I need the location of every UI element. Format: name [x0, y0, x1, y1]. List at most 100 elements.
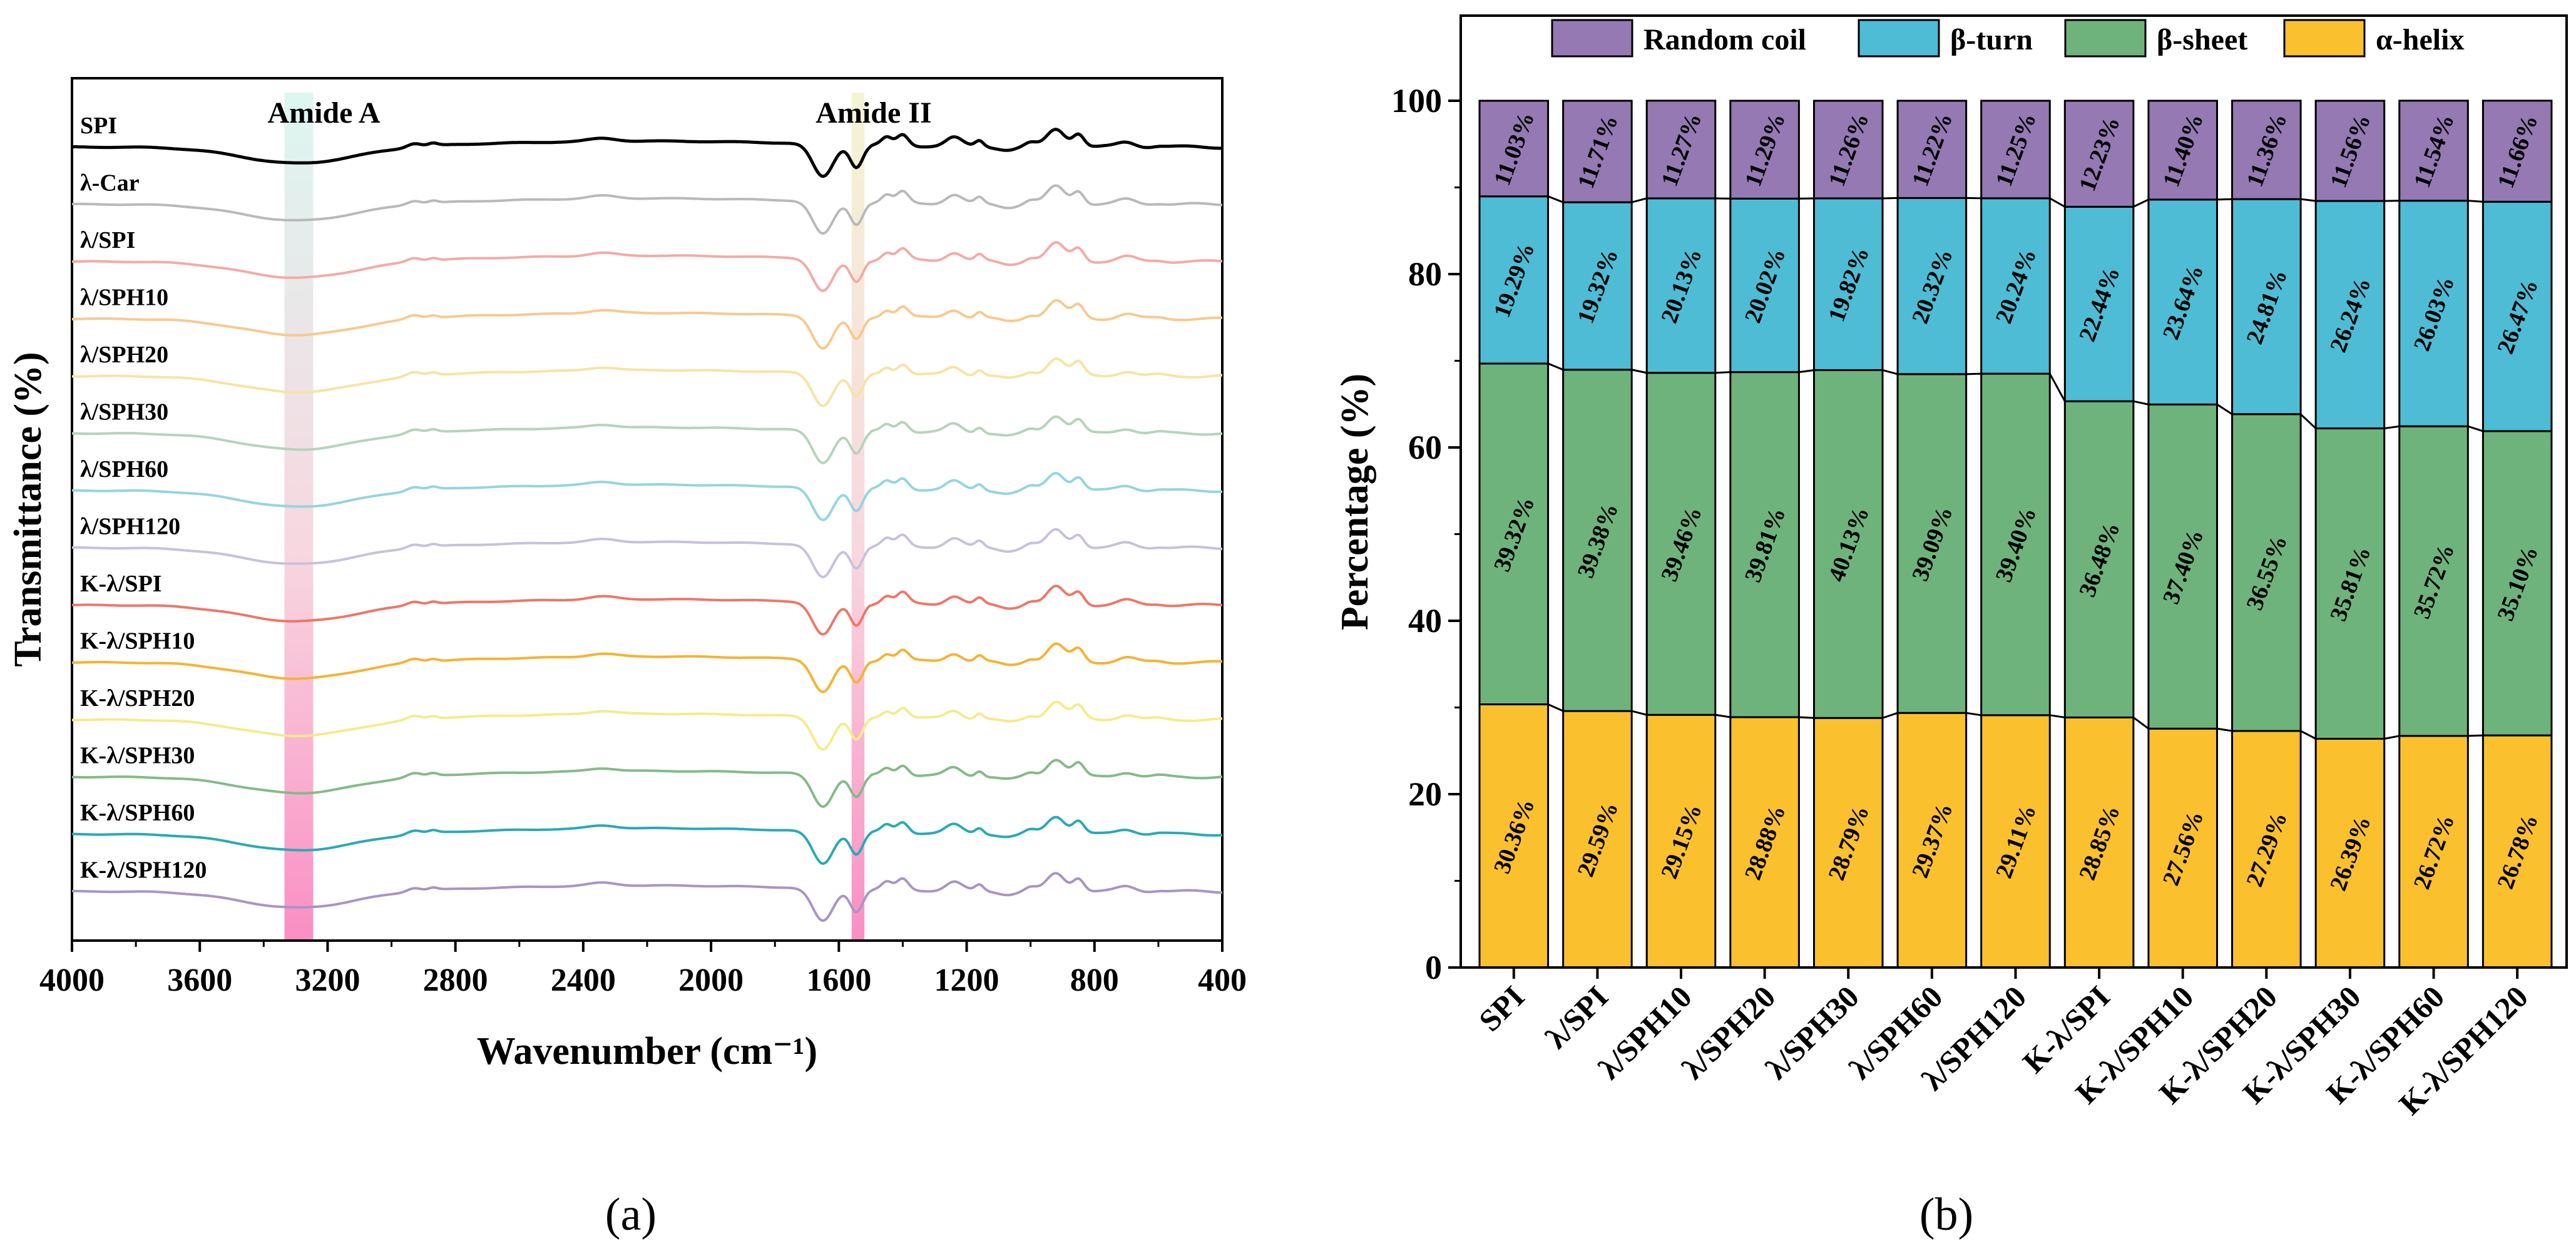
segment-connector: [1715, 715, 1730, 717]
bar-legend: Random coil β-turn β-sheet α-helix: [1552, 20, 2464, 56]
spectrum-label: K-λ/SPH10: [80, 628, 195, 655]
segment-connector: [1548, 364, 1563, 370]
amide-label: Amide II: [815, 96, 931, 130]
bar-y-axis-ticks: 0 20 40 60 80 100: [1391, 82, 1461, 986]
segment-connector: [2134, 401, 2149, 404]
spectrum-label: λ/SPH30: [80, 399, 168, 426]
legend-label: Random coil: [1643, 23, 1806, 56]
spectrum-curve: [72, 644, 1222, 692]
amide-bands: [285, 93, 865, 939]
y-tick-label: 100: [1391, 82, 1442, 120]
ftir-plot-frame: [72, 78, 1222, 941]
bar-y-axis-label: Percentage (%): [1334, 374, 1376, 630]
spectrum-label: K-λ/SPI: [80, 571, 162, 597]
segment-connector: [2468, 426, 2483, 431]
x-tick-label: 400: [1198, 962, 1247, 998]
spectrum-label: K-λ/SPH60: [80, 800, 195, 826]
spectrum-label: λ-Car: [80, 170, 140, 197]
spectra-curves: [72, 130, 1222, 921]
segment-connector: [1548, 197, 1563, 202]
amide-label: Amide A: [267, 96, 380, 130]
segment-connector: [2468, 735, 2483, 736]
segment-connector: [2050, 715, 2065, 718]
segment-connector: [1632, 370, 1647, 373]
x-tick-label: λ/SPH20: [1675, 979, 1782, 1086]
legend-swatch: [2284, 20, 2364, 56]
segment-connector: [2050, 198, 2065, 207]
segment-connector: [1883, 370, 1898, 374]
spectrum-label: λ/SPH120: [80, 514, 180, 540]
y-tick-label: 80: [1408, 255, 1442, 293]
x-tick-label: 2800: [423, 962, 488, 998]
spectrum-label: K-λ/SPH120: [80, 857, 207, 884]
segment-connector: [1715, 372, 1730, 373]
segment-connector: [1799, 717, 1814, 718]
x-tick-label: λ/SPH10: [1592, 979, 1699, 1086]
x-tick-label: λ/SPI: [1538, 979, 1615, 1055]
x-tick-label: 2400: [551, 962, 616, 998]
amide-band-2: [852, 93, 864, 939]
spectrum-curve: [72, 702, 1222, 750]
spectrum-label: SPI: [80, 113, 117, 139]
segment-connector: [2217, 728, 2232, 731]
segment-connector: [1799, 370, 1814, 372]
segment-connector: [2217, 199, 2232, 200]
secondary-structure-chart: 30.36%39.32%19.29%11.03%29.59%39.38%19.3…: [1334, 16, 2567, 1240]
spectrum-curve: [72, 359, 1222, 406]
spectrum-curve: [72, 130, 1222, 176]
panel-label-b: (b): [1919, 1189, 1973, 1240]
segment-connector: [2384, 736, 2400, 739]
y-tick-label: 0: [1425, 949, 1442, 986]
spectrum-curve: [72, 242, 1222, 290]
ftir-y-axis-label: Transmittance (%): [7, 352, 49, 666]
x-tick-label: SPI: [1472, 979, 1531, 1038]
ftir-chart: SPI λ-Car λ/SPI λ/SPH10 λ/SPH20 λ/SPH30 λ/SPH6…: [7, 78, 1247, 1240]
x-tick-label: 1200: [934, 962, 999, 998]
x-tick-label: 1600: [806, 962, 871, 998]
amide-annotations: Amide A Amide II: [267, 96, 931, 130]
segment-connector: [1632, 711, 1647, 715]
spectrum-curve: [72, 760, 1222, 807]
panel-label-a: (a): [605, 1189, 657, 1240]
spectrum-label: λ/SPI: [80, 227, 135, 253]
legend-swatch: [2065, 20, 2145, 56]
segment-connector: [1966, 713, 1981, 715]
spectrum-curve: [72, 473, 1222, 520]
legend-label: β-turn: [1950, 23, 2033, 56]
spectrum-curve: [72, 873, 1222, 921]
legend-label: β-sheet: [2157, 23, 2247, 56]
y-tick-label: 60: [1408, 429, 1442, 466]
x-tick-label: 3600: [167, 962, 232, 998]
spectrum-label: K-λ/SPH30: [80, 743, 195, 769]
spectrum-label: λ/SPH10: [80, 285, 168, 311]
segment-connector: [2468, 201, 2483, 202]
spectrum-label: K-λ/SPH20: [80, 685, 195, 712]
y-tick-label: 40: [1408, 602, 1442, 640]
spectra-labels: SPI λ-Car λ/SPI λ/SPH10 λ/SPH20 λ/SPH30 λ/SPH6…: [80, 113, 207, 884]
spectrum-label: λ/SPH60: [80, 456, 168, 482]
segment-connector: [1632, 198, 1647, 202]
x-tick-label: 800: [1070, 962, 1119, 998]
legend-label: α-helix: [2376, 23, 2464, 56]
segment-connector: [2134, 200, 2149, 207]
segment-connector: [1548, 705, 1563, 712]
segment-connector: [2134, 717, 2149, 728]
ftir-x-axis-label: Wavenumber (cm⁻¹): [477, 1030, 817, 1073]
spectrum-curve: [72, 529, 1222, 577]
y-tick-label: 20: [1408, 775, 1442, 813]
segment-connector: [1883, 713, 1898, 718]
segment-connector: [2301, 199, 2316, 201]
segment-connector: [2384, 426, 2400, 428]
spectrum-curve: [72, 817, 1222, 864]
x-tick-label: λ/SPH30: [1759, 979, 1866, 1086]
x-tick-label: 2000: [678, 962, 744, 998]
spectrum-curve: [72, 300, 1222, 349]
segment-connector: [2217, 404, 2232, 414]
spectrum-label: λ/SPH20: [80, 342, 168, 368]
legend-swatch: [1859, 20, 1939, 56]
spectrum-curve: [72, 586, 1222, 634]
